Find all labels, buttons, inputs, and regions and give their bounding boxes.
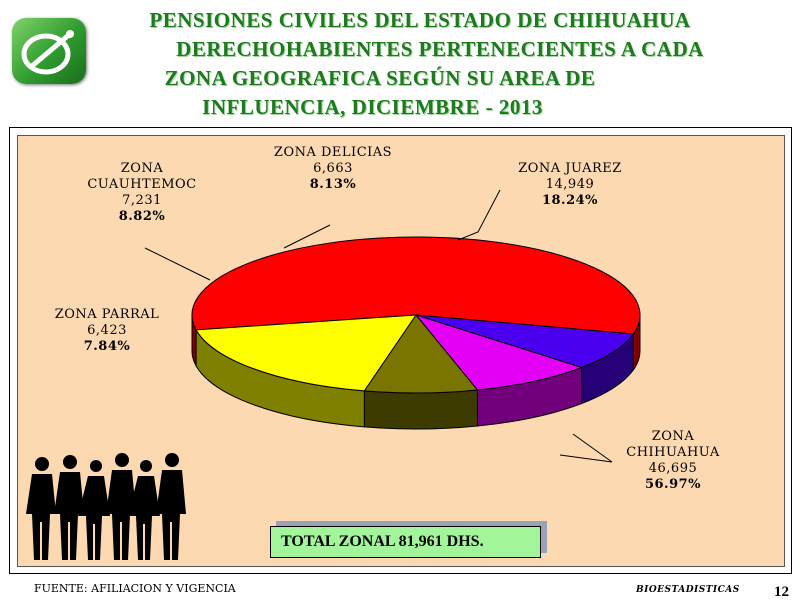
total-zonal-box: TOTAL ZONAL 81,961 DHS.	[270, 526, 541, 558]
category-label-4: ZONA JUAREZ	[518, 161, 622, 176]
title-line-1: PENSIONES CIVILES DEL ESTADO DE CHIHUAHU…	[149, 8, 691, 32]
pie-slice-3	[363, 314, 479, 394]
value-label-4: 14,949	[546, 177, 595, 192]
value-label-0: 46,695	[649, 461, 698, 476]
institution-logo	[12, 18, 86, 84]
title-line-4: INFLUENCIA, DICIEMBRE - 2013	[202, 95, 543, 119]
value-label-2: 7,231	[122, 193, 162, 208]
page-number: 12	[774, 584, 789, 600]
pie-slice-2	[414, 314, 584, 391]
category-label-3: ZONA DELICIAS	[274, 145, 392, 160]
leader-line-0	[559, 433, 613, 463]
leader-line-3	[283, 224, 331, 249]
department-label: BIOESTADISTICAS	[636, 585, 740, 595]
page-title: PENSIONES CIVILES DEL ESTADO DE CHIHUAHU…	[95, 6, 745, 122]
category-label-1: ZONA PARRAL	[55, 307, 160, 322]
percent-label-1: 7.84%	[84, 339, 131, 354]
percent-label-0: 56.97%	[645, 477, 701, 492]
pie-slice-4	[195, 314, 417, 392]
percent-label-2: 8.82%	[119, 209, 166, 224]
percent-label-4: 18.24%	[542, 193, 598, 208]
title-line-3: ZONA GEOGRAFICA SEGÚN SU AREA DE	[164, 66, 596, 90]
leader-line-4	[457, 189, 501, 241]
percent-label-3: 8.13%	[310, 177, 357, 192]
pie-slice-0	[191, 236, 641, 335]
category-label-0: ZONA	[652, 429, 695, 444]
source-note: FUENTE: AFILIACION Y VIGENCIA	[34, 582, 236, 595]
category-label-0: CHIHUAHUA	[626, 445, 720, 460]
title-line-2: DERECHOHABIENTES PERTENECIENTES A CADA	[176, 37, 704, 61]
category-label-2: CUAUHTEMOC	[87, 177, 196, 192]
leader-line-2	[144, 247, 211, 281]
pie-slice-1	[415, 314, 635, 369]
value-label-3: 6,663	[313, 161, 353, 176]
value-label-1: 6,423	[87, 323, 127, 338]
logo-emblem-icon	[21, 30, 74, 75]
category-label-2: ZONA	[121, 161, 164, 176]
pie-side-3	[363, 389, 478, 430]
